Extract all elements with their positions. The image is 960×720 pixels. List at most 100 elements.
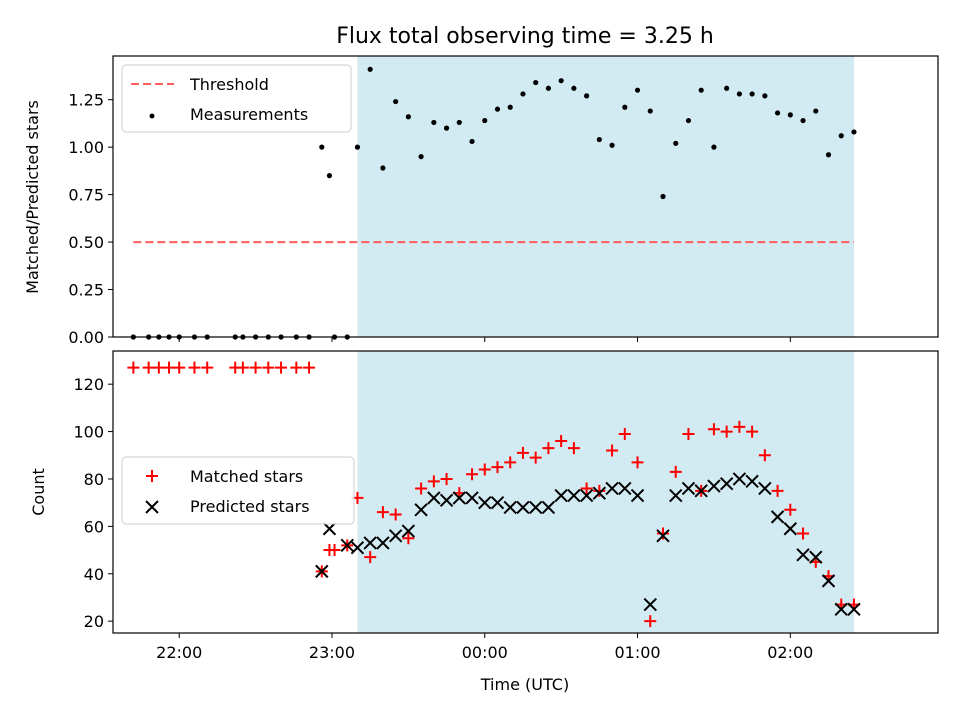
measurements-point xyxy=(647,108,653,114)
measurements-point xyxy=(326,173,333,179)
bottom-y-tick-label: 40 xyxy=(84,565,104,584)
legend-matched-label: Matched stars xyxy=(190,467,303,486)
top-legend-box xyxy=(121,64,352,133)
matched-stars-point xyxy=(593,484,606,497)
measurements-point xyxy=(431,119,437,126)
predicted-stars-point xyxy=(478,495,492,510)
matched-stars-point xyxy=(504,456,517,469)
predicted-stars-point xyxy=(490,495,505,510)
measurements-point xyxy=(596,136,602,143)
measurements-point xyxy=(673,140,679,146)
x-tick-label: 22:00 xyxy=(156,643,202,662)
matched-stars-point xyxy=(567,442,580,455)
measurements-point xyxy=(469,138,475,145)
matched-stars-point xyxy=(415,482,428,495)
measurements-point xyxy=(634,87,641,93)
predicted-stars-point xyxy=(630,488,645,503)
measurements-point xyxy=(622,104,628,110)
measurements-point xyxy=(736,91,742,97)
measurements-point xyxy=(405,114,411,120)
measurements-point xyxy=(520,91,526,97)
bottom-legend-box xyxy=(121,456,355,525)
x-tick-label: 02:00 xyxy=(767,643,813,662)
measurements-point xyxy=(774,110,781,116)
predicted-stars-point xyxy=(388,529,403,543)
predicted-stars-point xyxy=(452,491,467,505)
bottom-plot-frame xyxy=(112,350,939,634)
matched-stars-point xyxy=(173,361,186,374)
matched-stars-point xyxy=(152,361,165,374)
predicted-stars-point xyxy=(821,574,836,588)
top-observing-window xyxy=(357,56,854,337)
matched-stars-point xyxy=(758,449,771,462)
measurements-point xyxy=(749,91,755,97)
matched-stars-point xyxy=(376,506,389,519)
matched-stars-point xyxy=(529,451,542,464)
matched-stars-point xyxy=(720,425,733,438)
matched-stars-point xyxy=(555,435,568,448)
predicted-stars-point xyxy=(340,538,354,553)
matched-stars-point xyxy=(618,427,631,440)
matched-stars-point xyxy=(644,615,657,628)
predicted-stars-point xyxy=(694,484,708,498)
bottom-y-tick-label: 60 xyxy=(84,517,104,536)
matched-stars-point xyxy=(142,361,155,374)
predicted-stars-point xyxy=(847,602,861,617)
bottom-legend: Matched stars Predicted stars xyxy=(121,456,355,525)
matched-stars-point xyxy=(402,532,415,545)
measurements-point xyxy=(762,93,768,99)
measurements-point xyxy=(571,85,577,91)
measurements-point xyxy=(319,144,325,150)
predicted-stars-point xyxy=(758,481,772,496)
predicted-stars-point xyxy=(719,476,734,491)
matched-stars-point xyxy=(784,503,797,516)
predicted-stars-point xyxy=(681,481,696,496)
predicted-stars-point xyxy=(643,597,657,612)
bottom-y-tick-label: 120 xyxy=(73,375,104,394)
measurements-point xyxy=(787,112,793,118)
measurements-point xyxy=(685,117,692,124)
measurements-point xyxy=(800,117,806,124)
legend-measurements-label: Measurements xyxy=(190,105,308,124)
measurements-point xyxy=(533,79,539,86)
matched-stars-point xyxy=(669,465,682,478)
top-legend: Threshold Measurements xyxy=(121,64,352,133)
matched-stars-point xyxy=(631,456,644,469)
matched-stars-point xyxy=(771,484,784,497)
predicted-stars-point xyxy=(770,510,785,524)
measurements-point xyxy=(838,133,844,139)
matched-stars-point xyxy=(236,361,249,374)
predicted-stars-point xyxy=(745,474,759,489)
predicted-stars-point xyxy=(439,493,454,508)
bottom-observing-window xyxy=(357,351,854,633)
top-axes: 0.00 0.25 0.50 0.75 1.00 1.25 xyxy=(68,91,791,347)
predicted-stars-point xyxy=(322,522,337,536)
matched-stars-point xyxy=(427,475,440,488)
measurements-point xyxy=(851,129,857,135)
measurements-point xyxy=(813,108,819,114)
matched-stars-point xyxy=(389,508,402,521)
measurements-point xyxy=(367,66,373,72)
matched-stars-point xyxy=(491,461,504,474)
measurements-point xyxy=(354,144,361,150)
predicted-stars-point xyxy=(541,500,556,515)
measurements-point xyxy=(482,117,488,124)
predicted-stars-point xyxy=(465,491,479,505)
predicted-stars-point xyxy=(528,500,543,515)
measurements-point xyxy=(380,165,386,171)
legend-matched-swatch xyxy=(146,470,158,482)
x-tick-label: 01:00 xyxy=(614,643,660,662)
measurements-point xyxy=(711,144,717,150)
matched-stars-point xyxy=(478,463,491,476)
measurements-point xyxy=(660,193,666,200)
legend-threshold-label: Threshold xyxy=(189,75,269,94)
matched-stars-point xyxy=(516,446,529,459)
predicted-stars-point xyxy=(315,564,329,579)
predicted-stars-point xyxy=(579,488,594,503)
measurements-point xyxy=(558,78,564,84)
chart-title: Flux total observing time = 3.25 h xyxy=(336,24,714,49)
top-y-tick-label: 1.25 xyxy=(68,91,104,110)
predicted-stars-point xyxy=(618,481,632,496)
measurements-point xyxy=(724,85,730,91)
